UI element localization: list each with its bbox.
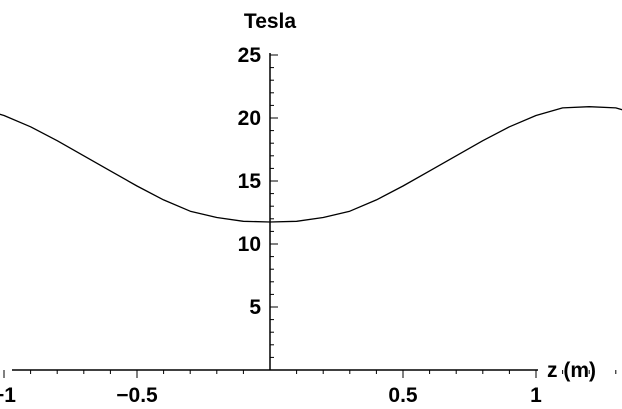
series-group — [0, 106, 622, 223]
y-tick-label: 25 — [238, 44, 262, 67]
y-axis-label: Tesla — [244, 10, 296, 33]
x-tick-label: −0.5 — [116, 384, 158, 407]
y-tick-label: 10 — [238, 233, 261, 256]
ticks — [3, 54, 617, 378]
axes — [12, 53, 538, 371]
x-axis-label: z (m) — [547, 359, 596, 382]
tick-labels: −1.5−1−0.50.511.5510152025 — [0, 44, 542, 407]
y-tick-label: 5 — [249, 296, 261, 319]
y-tick-label: 15 — [238, 170, 262, 193]
y-tick-label: 20 — [238, 107, 261, 130]
x-tick-label: 0.5 — [388, 384, 418, 407]
x-tick-label: 1 — [530, 384, 542, 407]
x-tick-label: −1 — [0, 384, 16, 407]
series-line — [0, 106, 622, 223]
